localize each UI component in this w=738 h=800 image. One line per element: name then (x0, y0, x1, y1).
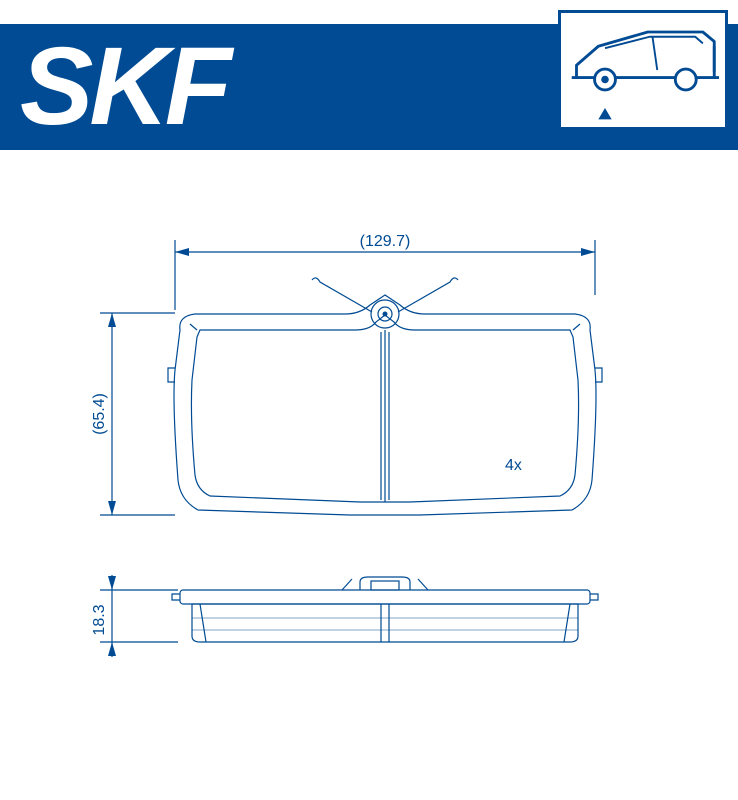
quantity-label: 4x (505, 457, 522, 474)
header: SKF (0, 0, 738, 160)
width-label: (129.7) (360, 233, 411, 250)
dim-height: (65.4) (91, 313, 175, 515)
brand-logo: SKF (20, 24, 228, 150)
dim-width: (129.7) (175, 233, 595, 310)
front-view: 4x (168, 278, 602, 515)
height-label: (65.4) (91, 393, 108, 435)
top-view (172, 577, 598, 642)
technical-drawing: (129.7) (65.4) (0, 180, 738, 800)
axle-position-icon (558, 10, 728, 130)
dim-thickness: 18.3 (91, 575, 178, 657)
thickness-label: 18.3 (91, 604, 108, 635)
